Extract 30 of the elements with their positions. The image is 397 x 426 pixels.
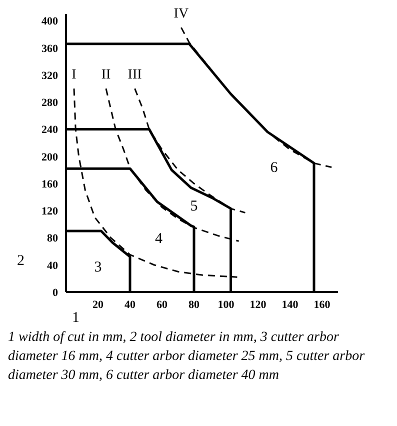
series-label: III bbox=[128, 68, 142, 83]
x-tick-label: 120 bbox=[250, 298, 267, 311]
y-tick-label: 240 bbox=[42, 124, 58, 136]
series-label: I bbox=[72, 68, 77, 83]
x-tick-label: 60 bbox=[156, 298, 168, 311]
x-tick-label: 40 bbox=[124, 298, 136, 311]
series-label: II bbox=[101, 68, 111, 83]
series-label: IV bbox=[174, 6, 189, 22]
y-tick-label: 400 bbox=[42, 16, 58, 28]
x-tick-label: 80 bbox=[188, 298, 200, 311]
y-tick-label: 320 bbox=[42, 70, 58, 82]
annotation: 6 bbox=[270, 160, 278, 176]
x-tick-label: 20 bbox=[92, 298, 104, 311]
y-tick-label: 80 bbox=[47, 232, 58, 245]
x-axis-title: 1 bbox=[72, 310, 80, 326]
y-tick-label: 40 bbox=[47, 260, 58, 272]
y-tick-label: 160 bbox=[42, 178, 58, 190]
y-tick-label: 120 bbox=[42, 206, 58, 218]
y-axis-title: 2 bbox=[17, 253, 24, 269]
x-tick-label: 140 bbox=[282, 298, 299, 311]
annotation: 3 bbox=[94, 260, 102, 276]
annotation: 4 bbox=[155, 231, 164, 248]
x-tick-label: 100 bbox=[218, 298, 235, 311]
y-tick-label: 0 bbox=[52, 286, 58, 299]
annotation: 5 bbox=[190, 198, 198, 215]
x-tick-label: 160 bbox=[314, 298, 331, 311]
text: 1 width of cut in mm, 2 tool diameter in mm, 3 cutter arbor diameter 16 mm, 4 cutter arbor diameter 25 mm, 5 cutter arbor diameter 30 mm, 6 cutter arbor diameter 40 mm bbox=[8, 329, 366, 385]
y-tick-label: 280 bbox=[42, 97, 58, 110]
y-tick-label: 200 bbox=[42, 151, 58, 164]
y-tick-label: 360 bbox=[42, 42, 58, 55]
